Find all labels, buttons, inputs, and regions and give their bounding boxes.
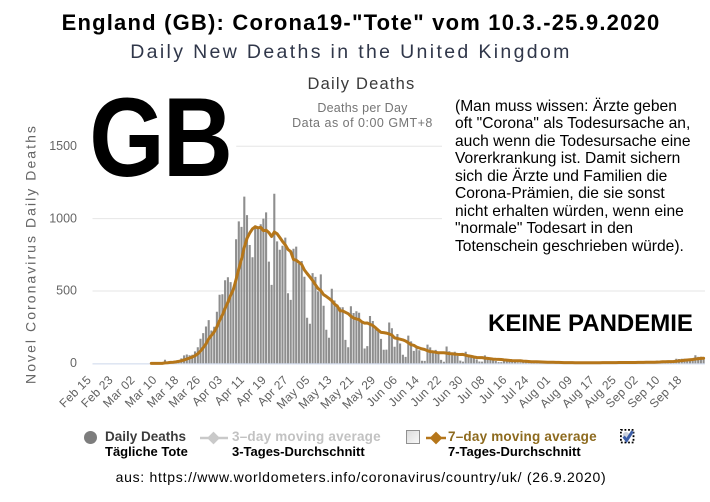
svg-text:Novel Coronavirus Daily Deaths: Novel Coronavirus Daily Deaths [23, 124, 39, 384]
svg-text:1500: 1500 [49, 139, 77, 153]
svg-text:500: 500 [56, 284, 77, 298]
svg-text:1000: 1000 [49, 211, 77, 225]
svg-text:0: 0 [70, 356, 77, 370]
